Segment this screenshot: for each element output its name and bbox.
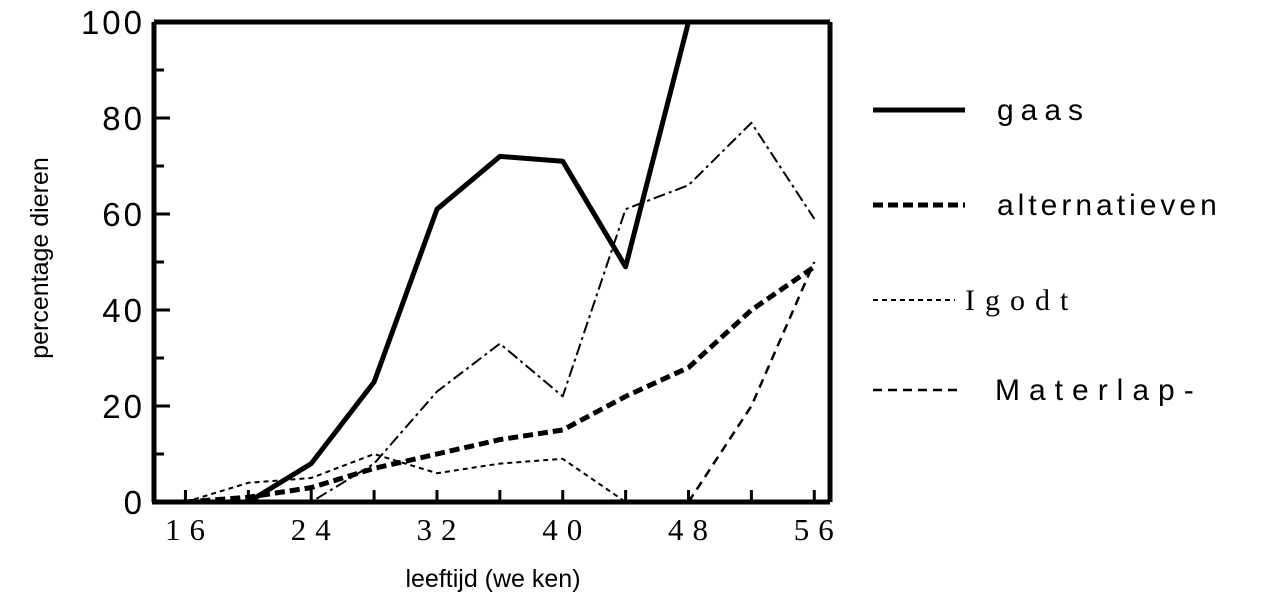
x-tick-label: 40 [542, 512, 591, 547]
y-axis-title: percentage dieren [26, 157, 54, 359]
series-lines [185, 21, 816, 505]
series-line-4 [687, 261, 816, 503]
legend-label: Igodt [965, 284, 1078, 317]
legend-label: alternatieven [997, 189, 1221, 222]
legend-label: gaas [997, 94, 1090, 127]
axes [151, 19, 833, 505]
y-tick-label: 40 [102, 292, 145, 329]
series-line-5 [248, 121, 816, 503]
y-tick-label: 80 [102, 100, 145, 137]
x-tick-label: 16 [165, 512, 214, 547]
y-tick-label: 60 [102, 196, 145, 233]
x-axis-title: leeftijd (we ken) [405, 565, 580, 593]
legend-label: Materlap- [995, 374, 1203, 407]
y-tick-label: 100 [81, 4, 145, 41]
x-tick-label: 32 [416, 512, 465, 547]
tick-labels: 0 20 40 60 80 100 16 24 32 40 48 56 [81, 4, 843, 547]
y-tick-label: 20 [102, 388, 145, 425]
series-line-2 [185, 264, 816, 505]
x-tick-label: 24 [291, 512, 340, 547]
series-line-3 [185, 453, 627, 503]
legend: gaas alternatieven Igodt Materlap- [873, 94, 1221, 407]
x-tick-label: 48 [668, 512, 717, 547]
y-tick-label: 0 [124, 484, 145, 521]
series-line-1 [246, 21, 691, 505]
x-tick-label: 56 [794, 512, 843, 547]
